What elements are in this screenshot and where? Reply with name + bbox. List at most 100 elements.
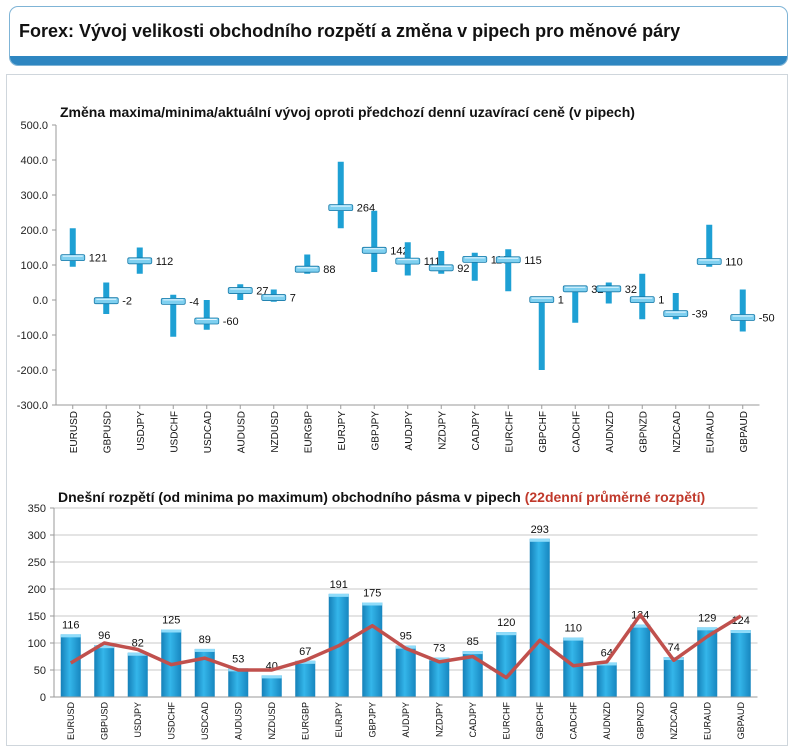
chart2-average-line (69, 613, 742, 680)
chart2-bar-top (462, 651, 483, 655)
chart2-value-label: 67 (299, 646, 311, 658)
chart2-bar (395, 645, 416, 697)
chart2-x-tick-label: USDCAD (200, 702, 210, 741)
chart1-range-bar (672, 293, 679, 320)
chart2-value-label: 82 (132, 638, 144, 650)
chart1-range-bar (170, 294, 177, 337)
chart1-title: Změna maxima/minima/aktuální vývoj oprot… (60, 104, 635, 120)
chart2-bar (496, 632, 517, 697)
chart2-x-tick-label: USDCHF (166, 701, 176, 739)
chart1-x-tick-label: EURCHF (504, 411, 515, 453)
chart1-y-tick-label: -100.0 (17, 330, 48, 342)
chart1-x-tick-label: GBPAUD (739, 411, 750, 453)
chart1-range-bar (471, 252, 478, 281)
chart1-x-tick-label: CADCHF (571, 411, 582, 453)
chart2-x-tick-label: AUDUSD (233, 702, 243, 741)
chart2-bar-top (127, 652, 148, 656)
chart1-value-label: 264 (357, 203, 375, 215)
chart2-value-label: 116 (62, 619, 80, 631)
chart2-value-label: 129 (698, 612, 716, 624)
chart1-value-label: -4 (189, 296, 199, 308)
chart2-x-tick-label: EURAUD (702, 702, 712, 741)
chart2-x-tick-label: GBPAUD (736, 702, 746, 740)
chart1-y-tick-label: 300.0 (20, 190, 48, 202)
chart1-range-bar (739, 289, 746, 332)
chart1-x-tick-label: AUDUSD (236, 411, 247, 453)
chart2-bar (429, 657, 450, 697)
chart2-bar (94, 645, 115, 697)
chart2-value-label: 175 (363, 588, 381, 600)
chart1-value-label: 142 (390, 245, 408, 257)
chart2-x-tick-label: GBPCHF (535, 702, 545, 740)
chart1-x-tick-label: NZDJPY (437, 411, 448, 450)
chart2-bar-top (295, 660, 316, 664)
chart2-bar-top (563, 637, 584, 641)
chart1-range-bar (438, 251, 445, 274)
chart2-x-tick-label: GBPUSD (99, 702, 109, 741)
chart2-title: Dnešní rozpětí (od minima po maximum) ob… (58, 489, 705, 505)
chart1-value-label: 92 (457, 263, 469, 275)
chart2-value-label: 89 (199, 634, 211, 646)
chart2-value-label: 73 (433, 643, 445, 655)
chart2-bar-top (496, 632, 517, 636)
chart2-value-label: 110 (564, 623, 582, 635)
chart2-title-main: Dnešní rozpětí (od minima po maximum) ob… (58, 489, 521, 505)
chart1-range-bar (538, 300, 545, 370)
chart2-bar (228, 668, 249, 697)
chart2-bar-top (596, 662, 617, 666)
chart2-bar (596, 662, 617, 697)
chart2-bar-top (261, 675, 282, 679)
chart2-bar (663, 657, 684, 697)
chart2-value-label: 120 (497, 617, 515, 629)
chart1-value-label: 121 (89, 253, 107, 265)
chart2-bar (127, 652, 148, 697)
chart1-y-tick-label: 400.0 (20, 155, 48, 167)
chart2-bar-top (730, 630, 751, 634)
chart1-x-tick-label: EURUSD (69, 411, 80, 453)
chart1-x-tick-label: GBPNZD (638, 411, 649, 453)
chart2-bar-top (529, 538, 550, 542)
page-title: Forex: Vývoj velikosti obchodního rozpět… (19, 21, 681, 41)
chart1-value-label: 110 (725, 257, 743, 269)
chart2-bar (362, 602, 383, 697)
chart2-value-label: 125 (162, 615, 180, 627)
chart2-y-tick-label: 300 (28, 530, 46, 542)
chart2-bar (730, 630, 751, 697)
chart2-bar (60, 634, 81, 697)
chart2-x-tick-label: NZDUSD (267, 702, 277, 740)
chart1-x-tick-label: AUDNZD (605, 411, 616, 453)
chart2-value-label: 95 (400, 631, 412, 643)
chart1-x-tick-label: USDCHF (169, 411, 180, 453)
chart1-value-label: -2 (122, 296, 132, 308)
chart2-bar-top (161, 629, 182, 633)
chart1-value-label: -50 (759, 313, 775, 325)
chart2-title-accent: (22denní průměrné rozpětí) (524, 489, 706, 505)
chart2-x-tick-label: EURCHF (501, 701, 511, 739)
chart2-x-tick-label: GBPJPY (367, 702, 377, 738)
chart2-x-tick-label: EURGBP (300, 702, 310, 740)
header-banner: Forex: Vývoj velikosti obchodního rozpět… (9, 6, 788, 66)
chart1-x-tick-label: CADJPY (471, 411, 482, 451)
chart1-range-bar (572, 286, 579, 323)
chart1-value-label: 115 (524, 255, 542, 267)
chart1-y-tick-label: -300.0 (17, 400, 48, 412)
chart2-x-tick-label: CADJPY (468, 702, 478, 738)
chart2-y-tick-label: 150 (28, 611, 46, 623)
chart1-range-bar (706, 224, 713, 267)
chart2-bar (261, 675, 282, 697)
chart1-range-bar (371, 210, 378, 272)
chart1-x-tick-label: GBPJPY (370, 411, 381, 451)
chart2-value-label: 293 (531, 524, 549, 536)
chart1-value-label: 88 (323, 264, 335, 276)
chart2-x-tick-label: NZDJPY (434, 702, 444, 737)
chart2-bar (630, 624, 651, 697)
chart1-x-tick-label: NZDCAD (672, 411, 683, 453)
chart2-bar-top (697, 627, 718, 631)
chart1-x-tick-label: EURJPY (337, 411, 348, 451)
chart1-range-bar (304, 254, 311, 274)
chart1-x-tick-label: GBPCHF (538, 411, 549, 453)
chart1-x-tick-label: NZDUSD (270, 411, 281, 453)
chart1-value-label: -39 (692, 309, 708, 321)
